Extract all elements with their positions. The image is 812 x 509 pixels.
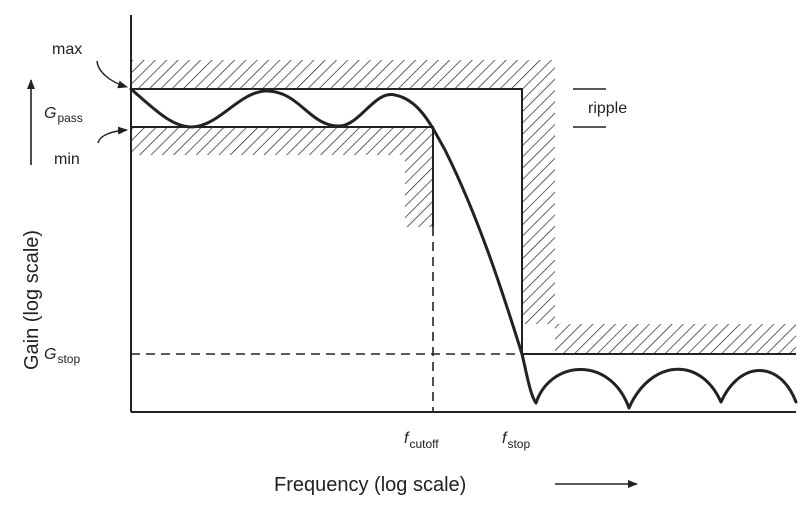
upper-limit-line xyxy=(131,88,796,355)
lower-limit-hatch xyxy=(131,127,433,227)
axes xyxy=(130,15,796,413)
g-pass-label: Gpass xyxy=(44,105,83,125)
reference-lines xyxy=(131,227,522,412)
f-stop-label: fstop xyxy=(502,430,530,451)
response-curve xyxy=(129,87,798,410)
upper-limit-hatch xyxy=(131,60,796,354)
min-label: min xyxy=(54,151,80,168)
max-pointer-arrow xyxy=(96,60,128,89)
ripple-label: ripple xyxy=(588,100,627,117)
g-stop-label: Gstop xyxy=(44,346,80,366)
x-axis-title: Frequency (log scale) xyxy=(274,474,466,496)
ripple-bracket xyxy=(573,88,606,128)
f-cutoff-label: fcutoff xyxy=(404,430,439,451)
max-label: max xyxy=(52,41,82,58)
min-pointer-arrow xyxy=(97,126,128,144)
y-axis-title: Gain (log scale) xyxy=(21,230,43,370)
